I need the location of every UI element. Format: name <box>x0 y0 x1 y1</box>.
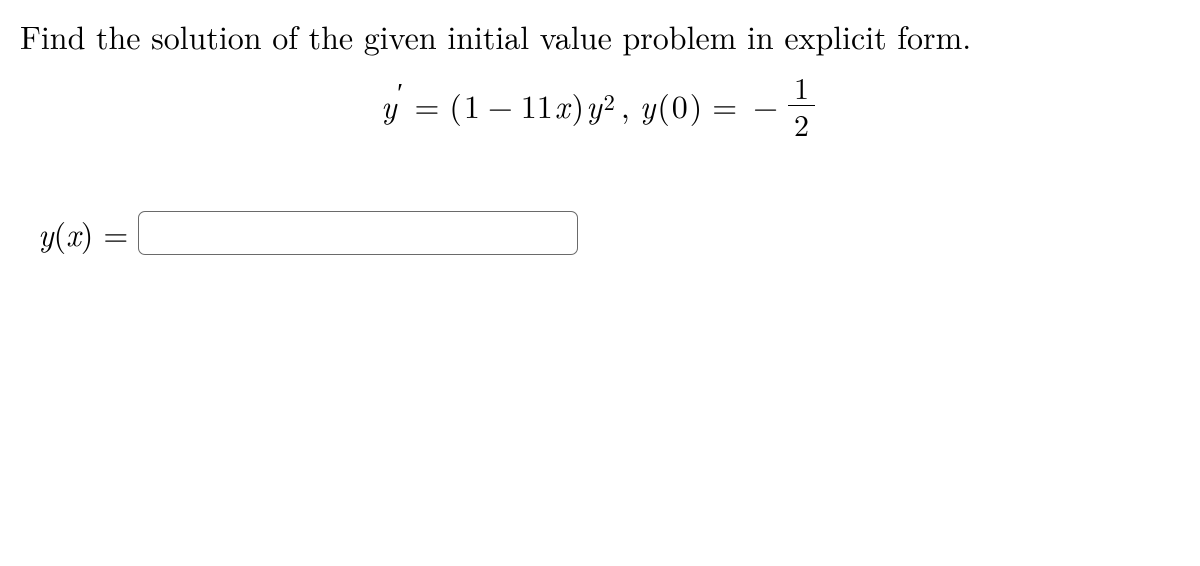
problem-prompt: Find the solution of the given initial v… <box>20 16 1180 58</box>
ode-equation: y ′ = ( 1 − 11 x ) y 2 , y ( 0 ) = − 1 2 <box>381 72 819 139</box>
prime-symbol: ′ <box>397 71 403 110</box>
ic-y: y <box>640 83 656 128</box>
var-y2: y <box>586 83 602 128</box>
equals-1: = <box>414 83 439 128</box>
ans-open: ( <box>54 211 66 256</box>
minus-sign: − <box>488 83 513 128</box>
open-paren: ( <box>449 83 461 128</box>
ans-x: x <box>66 211 81 256</box>
var-x: x <box>555 83 570 128</box>
close-paren: ) <box>572 83 584 128</box>
equation-block: y ′ = ( 1 − 11 x ) y 2 , y ( 0 ) = − 1 2 <box>20 72 1180 139</box>
frac-numerator: 1 <box>788 72 815 102</box>
comma: , <box>621 83 630 128</box>
answer-label: y ( x ) = <box>38 211 138 256</box>
var-y: y <box>381 83 397 128</box>
ic-open: ( <box>657 83 669 128</box>
const-one: 1 <box>464 83 480 128</box>
ans-equals: = <box>103 211 128 256</box>
answer-input[interactable] <box>138 211 578 255</box>
frac-denominator: 2 <box>788 109 815 139</box>
ic-close: ) <box>690 83 702 128</box>
coef-11: 11 <box>521 83 553 128</box>
ans-close: ) <box>81 211 93 256</box>
answer-row: y ( x ) = <box>38 211 1180 256</box>
ans-y: y <box>38 211 54 256</box>
equals-2: = <box>712 83 737 128</box>
exp-2: 2 <box>604 86 615 117</box>
ic-zero: 0 <box>672 83 688 128</box>
fraction-one-half: 1 2 <box>788 72 815 139</box>
neg-sign: − <box>753 83 778 128</box>
